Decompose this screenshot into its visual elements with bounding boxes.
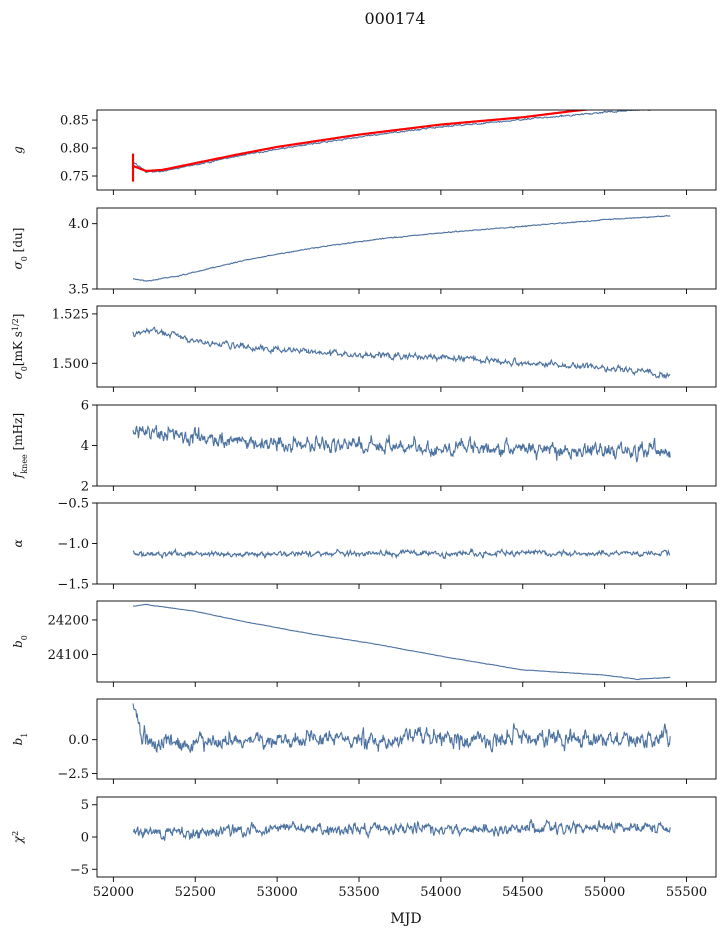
panels: 0.75 0.80 0.85 g 3.5 4.0 σ0 [du] 1.500 1.525 σ0[m… [11, 109, 717, 900]
series-line-fknee [132, 424, 671, 463]
y-tick-label-chi2: 0 [81, 831, 89, 846]
y-tick-label-alpha: −0.5 [57, 497, 89, 512]
x-tick-label: 54500 [502, 885, 543, 900]
panel-sigma0k: 1.500 1.525 σ0[mK s1/2] [11, 305, 717, 392]
series-line-chi2 [132, 819, 671, 841]
x-tick-label: 53000 [256, 885, 297, 900]
y-tick-label-g: 0.75 [60, 170, 89, 185]
y-tick-label-alpha: −1.0 [57, 537, 89, 552]
y-axis-label-b0: b0 [11, 635, 29, 648]
y-tick-label-chi2: 5 [81, 798, 89, 813]
y-tick-label-chi2: −5 [70, 863, 89, 878]
y-tick-label-g: 0.80 [60, 142, 89, 157]
panel-frame-sigma0k [96, 305, 717, 388]
y-tick-label-alpha: −1.5 [57, 578, 89, 593]
y-tick-label-sigma0: 3.5 [68, 283, 89, 298]
fit-line-g [132, 110, 594, 173]
y-axis-label-fknee: fknee [mHz] [11, 413, 29, 479]
panel-fknee: 2 4 6 fknee [mHz] [11, 399, 717, 495]
panel-frame-sigma0 [96, 207, 717, 290]
panel-g: 0.75 0.80 0.85 g [11, 109, 717, 195]
y-tick-label-sigma0k: 1.500 [52, 357, 89, 372]
y-axis-label-sigma0k: σ0[mK s1/2] [11, 314, 29, 380]
panel-alpha: −1.5 −1.0 −0.5 α [11, 497, 717, 593]
x-tick-label: 55500 [666, 885, 707, 900]
series-line-alpha [132, 547, 671, 560]
panel-sigma0: 3.5 4.0 σ0 [du] [11, 207, 717, 298]
y-tick-label-sigma0: 4.0 [68, 217, 89, 232]
figure-title: 000174 [364, 9, 425, 28]
panel-frame-b1 [96, 698, 717, 780]
y-tick-label-b1: 0.0 [68, 733, 89, 748]
y-tick-label-g: 0.85 [60, 114, 89, 129]
y-tick-label-b1: −2.5 [57, 767, 89, 782]
y-axis-label-chi2: χ2 [11, 831, 26, 844]
series-line-g [132, 110, 654, 174]
panel-frame-b0 [96, 600, 717, 683]
series-line-b0 [132, 603, 671, 681]
y-tick-label-fknee: 6 [81, 399, 89, 414]
series-line-b1 [132, 703, 671, 754]
y-axis-label-b1: b1 [11, 733, 29, 746]
series-line-sigma0k [132, 326, 671, 380]
y-tick-label-sigma0k: 1.525 [52, 307, 89, 322]
panel-frame-alpha [96, 502, 717, 585]
x-tick-label: 52500 [175, 885, 216, 900]
x-tick-label: 52000 [93, 885, 134, 900]
x-tick-label: 53500 [338, 885, 379, 900]
y-tick-label-fknee: 2 [81, 480, 89, 495]
y-axis-label-alpha: α [11, 539, 25, 547]
panel-b0: 24100 24200 b0 [11, 600, 717, 687]
y-tick-label-b0: 24100 [48, 648, 89, 663]
x-tick-label: 54000 [420, 885, 461, 900]
y-axis-label-sigma0: σ0 [du] [11, 228, 29, 270]
panel-chi2: −5 0 5 52000 52500 53000 53500 54000 54500 55000 5… [11, 796, 717, 900]
panel-b1: −2.5 0.0 b1 [11, 698, 717, 784]
series-line-sigma0 [132, 215, 671, 282]
y-tick-label-fknee: 4 [81, 439, 89, 454]
y-tick-label-b0: 24200 [48, 613, 89, 628]
y-axis-label-g: g [11, 146, 25, 154]
x-axis-label: MJD [390, 911, 421, 927]
panel-frame-g [96, 109, 717, 191]
x-tick-label: 55000 [584, 885, 625, 900]
